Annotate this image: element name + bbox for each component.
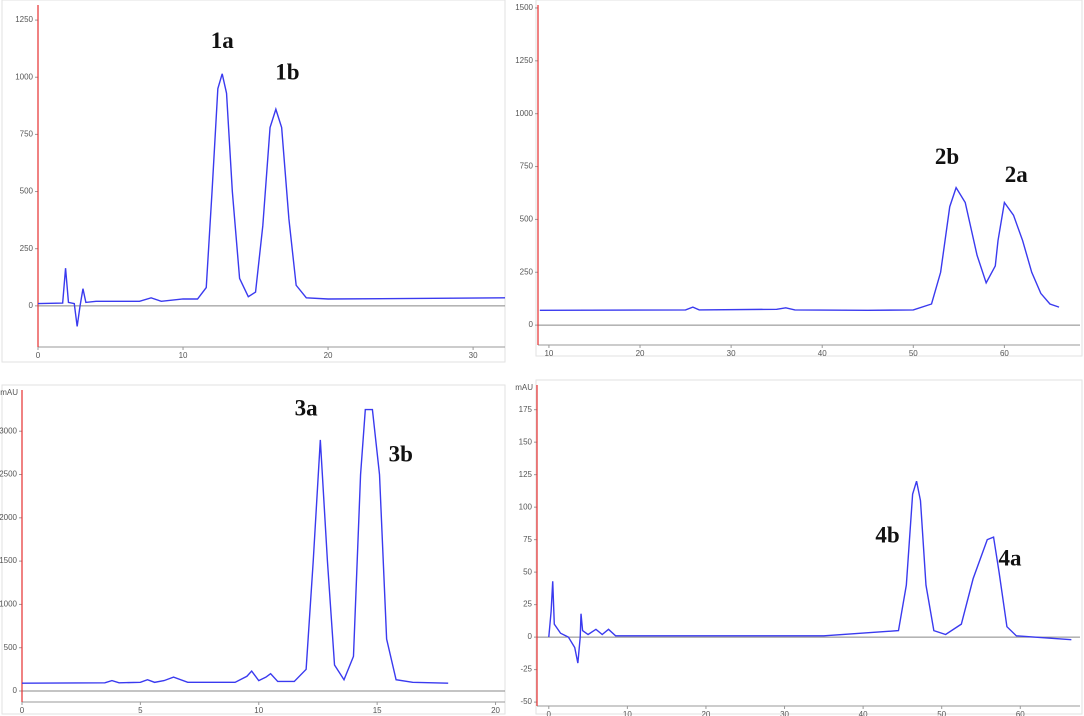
peak-label: 2a: [1005, 162, 1029, 187]
x-tick-label: 30: [780, 710, 789, 716]
y-tick-label: 75: [523, 535, 532, 544]
y-tick-label: 1500: [515, 3, 533, 12]
peak-label: 3a: [295, 395, 319, 420]
y-tick-label: 750: [520, 162, 534, 171]
y-tick-label: 1000: [0, 600, 18, 609]
x-tick-label: 0: [20, 706, 25, 715]
x-tick-label: 60: [1016, 710, 1025, 716]
y-tick-label: 25: [523, 600, 532, 609]
y-tick-label: 1500: [0, 556, 18, 565]
peak-label: 1b: [275, 60, 299, 85]
y-tick-label: 50: [523, 567, 532, 576]
y-tick-label: 0: [13, 686, 18, 695]
x-tick-label: 10: [544, 349, 553, 358]
x-tick-label: 60: [1000, 349, 1009, 358]
y-tick-label: 1250: [515, 56, 533, 65]
y-tick-label: 250: [20, 244, 34, 253]
y-tick-label: 1000: [15, 72, 33, 81]
peak-label: 3b: [389, 441, 413, 466]
peak-label: 4a: [999, 546, 1023, 571]
peak-label: 2b: [935, 144, 959, 169]
x-tick-label: 30: [727, 349, 736, 358]
y-tick-label: 125: [519, 470, 533, 479]
y-tick-label: 0: [529, 320, 534, 329]
y-tick-label: 500: [4, 643, 18, 652]
y-tick-label: 0: [528, 632, 533, 641]
y-axis-label: mAU: [0, 388, 18, 397]
trace: [37, 73, 506, 327]
x-tick-label: 10: [179, 351, 188, 360]
peak-label: 4b: [875, 522, 899, 547]
x-tick-label: 10: [254, 706, 263, 715]
y-tick-label: 0: [29, 301, 34, 310]
y-tick-label: 175: [519, 405, 533, 414]
x-tick-label: 20: [324, 351, 333, 360]
x-tick-label: 50: [937, 710, 946, 716]
y-tick-label: 2000: [0, 513, 18, 522]
x-tick-label: 30: [469, 351, 478, 360]
x-tick-label: 20: [491, 706, 500, 715]
x-tick-label: 50: [909, 349, 918, 358]
panel-frame: [1, 384, 506, 715]
y-tick-label: 2500: [0, 470, 18, 479]
y-tick-label: 3000: [0, 426, 18, 435]
panel-frame: [535, 0, 1083, 357]
trace: [539, 186, 1060, 312]
x-tick-label: 0: [36, 351, 41, 360]
panel-frame: [535, 379, 1083, 715]
x-tick-label: 15: [373, 706, 382, 715]
y-tick-label: -25: [520, 665, 532, 674]
y-tick-label: 250: [520, 267, 534, 276]
y-tick-label: 500: [520, 215, 534, 224]
peak-label: 1a: [211, 28, 235, 53]
y-axis-label: mAU: [515, 383, 533, 392]
y-tick-label: 1250: [15, 15, 33, 24]
x-tick-label: 20: [701, 710, 710, 716]
trace: [548, 480, 1072, 664]
y-tick-label: 750: [20, 130, 34, 139]
y-tick-label: 100: [519, 502, 533, 511]
x-tick-label: 40: [818, 349, 827, 358]
x-tick-label: 20: [636, 349, 645, 358]
panel-frame: [1, 0, 506, 363]
x-tick-label: 10: [623, 710, 632, 716]
y-tick-label: -50: [520, 697, 532, 706]
trace: [21, 408, 449, 684]
y-tick-label: 1000: [515, 109, 533, 118]
y-tick-label: 500: [20, 187, 34, 196]
x-tick-label: 40: [859, 710, 868, 716]
x-tick-label: 0: [547, 710, 552, 716]
x-tick-label: 5: [138, 706, 143, 715]
y-tick-label: 150: [519, 437, 533, 446]
